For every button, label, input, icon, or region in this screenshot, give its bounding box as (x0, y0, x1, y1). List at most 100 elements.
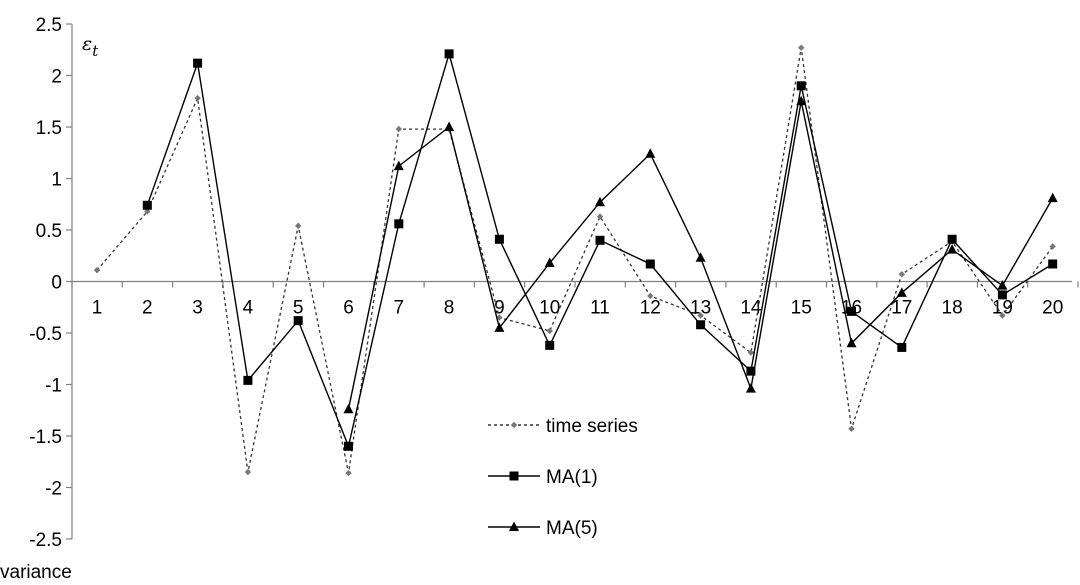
data-point (947, 244, 958, 254)
data-point (144, 208, 151, 215)
y-tick-label: 1 (51, 170, 62, 191)
legend-label: MA(5) (546, 518, 598, 539)
series-0 (93, 44, 1056, 477)
data-point (847, 306, 856, 316)
y-axis-label: εt (82, 33, 99, 60)
legend-label: time series (546, 416, 638, 437)
data-point (696, 320, 706, 330)
legend-item: time series (488, 416, 638, 437)
data-point (796, 95, 807, 106)
data-point (645, 259, 655, 269)
data-point (494, 322, 505, 332)
x-tick-label: 2 (142, 298, 153, 319)
y-tick-label: -1.5 (29, 427, 62, 448)
x-tick-label: 3 (192, 298, 203, 319)
data-point (93, 266, 101, 274)
x-tick-label: 17 (891, 298, 912, 319)
data-point (544, 257, 555, 267)
series-layer (93, 44, 1058, 477)
data-point (596, 213, 604, 220)
data-point (1047, 192, 1058, 203)
x-tick-label: 15 (791, 298, 812, 319)
x-tick-label: 20 (1042, 298, 1063, 319)
data-point (848, 425, 855, 432)
data-point (344, 441, 353, 451)
data-point (997, 280, 1008, 290)
data-point (345, 469, 352, 477)
x-tick-label: 4 (243, 298, 254, 319)
y-tick-label: 1.5 (36, 118, 62, 139)
data-point (293, 316, 303, 326)
series-2 (343, 95, 1058, 414)
legend: time series MA(1) MA(5) (488, 416, 638, 539)
y-axis: -2.5 -2 -1.5 -1 -0.5 0 0.5 1 1.5 2 2.5 (29, 15, 73, 551)
data-point (244, 468, 252, 476)
data-point (645, 148, 656, 158)
data-point (695, 252, 706, 262)
x-tick-label: 11 (590, 298, 610, 319)
y-tick-label: 2 (51, 67, 62, 88)
legend-label: MA(1) (546, 467, 598, 488)
data-point (846, 337, 857, 348)
data-point (142, 200, 152, 210)
series-1 (142, 49, 1058, 451)
data-point (193, 58, 203, 68)
data-point (243, 375, 253, 385)
y-tick-label: -0.5 (29, 324, 62, 345)
data-point (494, 234, 504, 244)
x-tick-label: 10 (539, 298, 560, 319)
legend-item: MA(5) (488, 518, 598, 539)
data-point (647, 292, 654, 300)
x-tick-label: 19 (992, 298, 1013, 319)
data-point (295, 222, 302, 230)
data-point (896, 287, 907, 297)
series-line (146, 51, 1054, 449)
y-tick-label: -2.5 (29, 530, 62, 551)
x-tick-label: 9 (494, 298, 505, 319)
x-tick-label: 18 (942, 298, 963, 319)
y-tick-label: 2.5 (36, 15, 62, 36)
series-line (96, 47, 1054, 474)
legend-marker (510, 421, 518, 429)
data-point (697, 312, 704, 319)
data-point (595, 235, 605, 245)
data-point (546, 327, 553, 335)
data-point (747, 349, 755, 356)
data-point (745, 383, 756, 393)
data-point (898, 271, 905, 278)
data-point (343, 403, 354, 414)
data-point (999, 312, 1006, 319)
legend-item: MA(1) (488, 467, 598, 488)
y-tick-label: 0.5 (36, 221, 62, 242)
legend-marker (509, 521, 519, 531)
data-point (444, 121, 455, 131)
footer-caption: variance (0, 562, 72, 583)
data-point (1049, 243, 1056, 250)
x-tick-label: 8 (444, 298, 455, 319)
data-point (395, 125, 402, 133)
x-tick-label: 7 (394, 298, 405, 319)
y-tick-label: 0 (51, 273, 62, 294)
data-point (897, 342, 907, 352)
data-point (746, 366, 756, 376)
x-tick-label: 1 (92, 298, 103, 319)
data-point (545, 340, 555, 350)
x-axis: 1234567891011121314151617181920 (71, 280, 1079, 319)
data-point (947, 234, 957, 244)
data-point (1048, 259, 1058, 269)
data-point (796, 81, 806, 91)
x-tick-label: 5 (293, 298, 304, 319)
legend-marker (509, 471, 519, 481)
data-point (798, 44, 805, 51)
data-point (393, 160, 404, 171)
data-point (997, 290, 1007, 300)
data-point (444, 49, 454, 59)
x-tick-label: 14 (740, 298, 762, 319)
y-tick-label: -1 (45, 376, 62, 397)
x-tick-label: 6 (343, 298, 354, 319)
data-point (394, 219, 404, 229)
y-tick-label: -2 (45, 479, 62, 500)
data-point (595, 196, 605, 207)
data-point (194, 94, 201, 102)
